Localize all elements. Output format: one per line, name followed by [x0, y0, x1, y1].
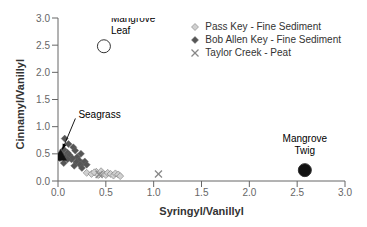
html-text:Bob Allen Key - Fine Sediment: Bob Allen Key - Fine Sediment	[205, 34, 341, 45]
svg-text:Mangrove: Mangrove	[111, 18, 156, 24]
svg-text:1.5: 1.5	[36, 94, 50, 105]
svg-text:Leaf: Leaf	[111, 25, 131, 36]
svg-text:2.0: 2.0	[36, 67, 50, 78]
svg-text:3.0: 3.0	[36, 13, 50, 24]
svg-text:1.5: 1.5	[195, 187, 209, 198]
svg-text:2.5: 2.5	[290, 187, 304, 198]
svg-text:2.5: 2.5	[36, 40, 50, 51]
html-text:Pass Key - Fine Sediment: Pass Key - Fine Sediment	[205, 21, 321, 32]
svg-text:Syringyl/Vanillyl: Syringyl/Vanillyl	[159, 205, 243, 217]
svg-text:3.0: 3.0	[338, 187, 352, 198]
svg-text:0.0: 0.0	[36, 176, 50, 187]
svg-text:0.5: 0.5	[99, 187, 113, 198]
svg-text:0.5: 0.5	[36, 148, 50, 159]
svg-text:Cinnamyl/Vanillyl: Cinnamyl/Vanillyl	[14, 59, 26, 149]
svg-text:Seagrass: Seagrass	[78, 109, 120, 120]
svg-text:2.0: 2.0	[242, 187, 256, 198]
svg-text:Twig: Twig	[295, 145, 316, 156]
html-text:Taylor Creek - Peat: Taylor Creek - Peat	[205, 47, 291, 58]
svg-text:1.0: 1.0	[147, 187, 161, 198]
svg-text:0.0: 0.0	[51, 187, 65, 198]
svg-text:Mangrove: Mangrove	[283, 133, 328, 144]
svg-text:1.0: 1.0	[36, 121, 50, 132]
